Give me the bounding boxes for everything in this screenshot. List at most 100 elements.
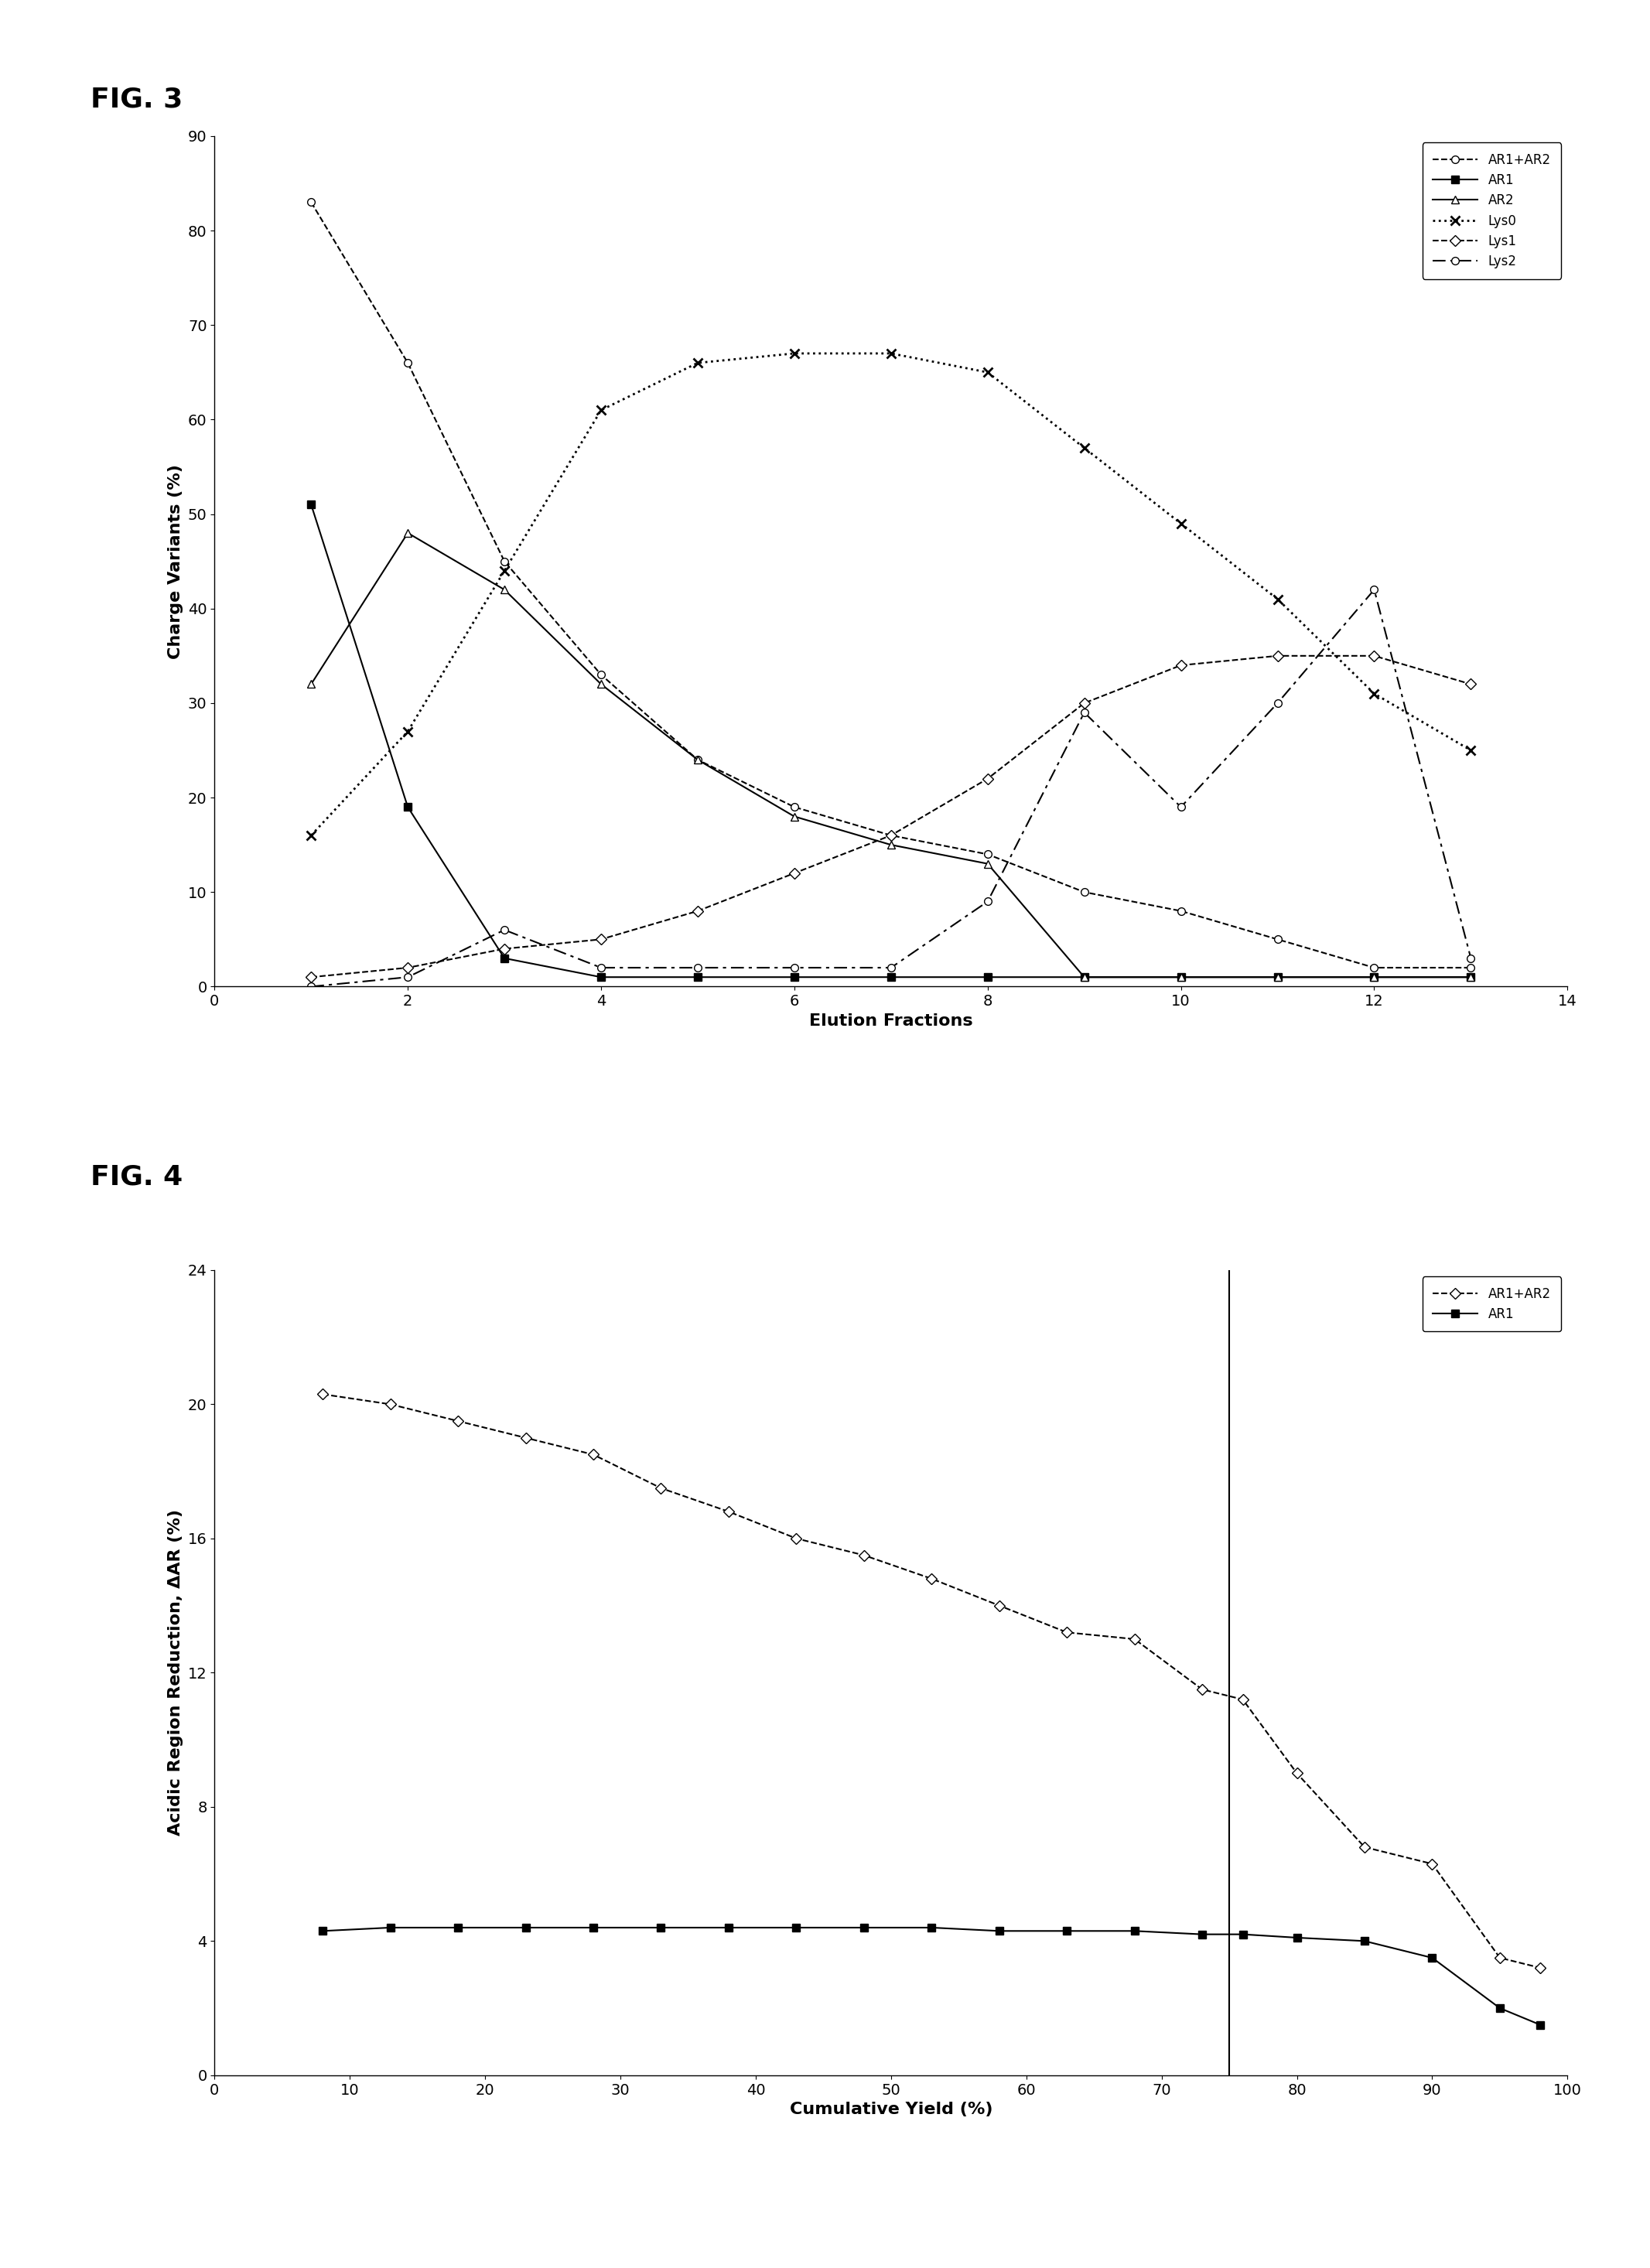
AR1+AR2 — [1233, 1685, 1252, 1712]
AR1 — [1355, 1928, 1374, 1955]
Lys1 — [784, 860, 804, 887]
AR1 — [313, 1916, 333, 1944]
Lys0 — [1074, 435, 1094, 463]
Lys0 — [1365, 680, 1384, 708]
AR1+AR2 — [881, 821, 901, 848]
AR1+AR2 — [990, 1592, 1010, 1619]
Line: AR1+AR2: AR1+AR2 — [318, 1390, 1544, 1971]
Lys2 — [784, 955, 804, 982]
AR1 — [855, 1914, 874, 1941]
Text: FIG. 4: FIG. 4 — [91, 1163, 183, 1191]
AR1+AR2 — [1125, 1626, 1145, 1653]
AR2 — [591, 671, 610, 699]
AR2 — [688, 746, 708, 773]
AR2 — [784, 803, 804, 830]
AR1+AR2 — [652, 1474, 672, 1501]
Lys2 — [302, 973, 322, 1000]
Y-axis label: Acidic Region Reduction, ΔAR (%): Acidic Region Reduction, ΔAR (%) — [168, 1510, 183, 1835]
AR1+AR2 — [516, 1424, 536, 1452]
Lys0 — [784, 340, 804, 367]
AR1 — [922, 1914, 942, 1941]
Lys1 — [591, 925, 610, 953]
AR1 — [516, 1914, 536, 1941]
X-axis label: Elution Fractions: Elution Fractions — [808, 1014, 974, 1030]
Lys2 — [591, 955, 610, 982]
AR1+AR2 — [591, 662, 610, 689]
AR1 — [449, 1914, 469, 1941]
AR1 — [1193, 1921, 1213, 1948]
AR1+AR2 — [1531, 1955, 1551, 1982]
Line: Lys0: Lys0 — [307, 349, 1475, 839]
X-axis label: Cumulative Yield (%): Cumulative Yield (%) — [789, 2102, 993, 2118]
AR1+AR2 — [398, 349, 417, 376]
Lys0 — [1171, 510, 1191, 538]
AR1 — [1365, 964, 1384, 991]
Lys2 — [978, 887, 998, 914]
Lys0 — [495, 558, 515, 585]
Lys1 — [1171, 651, 1191, 678]
AR1+AR2 — [787, 1524, 807, 1551]
Lys0 — [1460, 737, 1480, 764]
AR1+AR2 — [784, 794, 804, 821]
Lys0 — [398, 717, 417, 744]
AR1 — [591, 964, 610, 991]
AR1 — [652, 1914, 672, 1941]
AR1+AR2 — [855, 1542, 874, 1569]
AR1+AR2 — [688, 746, 708, 773]
Lys2 — [495, 916, 515, 943]
AR1+AR2 — [1355, 1833, 1374, 1860]
Lys1 — [398, 955, 417, 982]
AR1 — [1125, 1916, 1145, 1944]
AR1 — [1531, 2012, 1551, 2039]
Lys0 — [881, 340, 901, 367]
Line: Lys2: Lys2 — [307, 585, 1475, 991]
Lys2 — [1171, 794, 1191, 821]
AR2 — [1365, 964, 1384, 991]
AR2 — [1267, 964, 1287, 991]
AR1+AR2 — [1365, 955, 1384, 982]
Lys0 — [1267, 585, 1287, 612]
Lys0 — [591, 397, 610, 424]
AR2 — [495, 576, 515, 603]
AR1 — [990, 1916, 1010, 1944]
Line: AR1: AR1 — [307, 501, 1475, 980]
AR1 — [688, 964, 708, 991]
AR1+AR2 — [978, 841, 998, 869]
AR1+AR2 — [1058, 1619, 1077, 1647]
AR2 — [1460, 964, 1480, 991]
AR1 — [495, 943, 515, 971]
AR1+AR2 — [1287, 1760, 1307, 1787]
AR1+AR2 — [1193, 1676, 1213, 1703]
AR1 — [584, 1914, 604, 1941]
AR2 — [302, 671, 322, 699]
AR1+AR2 — [1267, 925, 1287, 953]
AR2 — [1074, 964, 1094, 991]
AR1 — [302, 490, 322, 517]
AR1 — [787, 1914, 807, 1941]
Line: Lys1: Lys1 — [307, 653, 1475, 980]
AR2 — [1171, 964, 1191, 991]
AR2 — [978, 850, 998, 878]
AR1 — [1058, 1916, 1077, 1944]
AR1 — [784, 964, 804, 991]
Lys1 — [1365, 642, 1384, 669]
AR1 — [1490, 1994, 1510, 2021]
AR2 — [881, 832, 901, 860]
AR1 — [1460, 964, 1480, 991]
Lys1 — [302, 964, 322, 991]
Y-axis label: Charge Variants (%): Charge Variants (%) — [168, 465, 183, 658]
AR1 — [398, 794, 417, 821]
Legend: AR1+AR2, AR1, AR2, Lys0, Lys1, Lys2: AR1+AR2, AR1, AR2, Lys0, Lys1, Lys2 — [1422, 143, 1561, 279]
AR1 — [381, 1914, 401, 1941]
AR1 — [1267, 964, 1287, 991]
Line: AR2: AR2 — [307, 528, 1475, 980]
AR1 — [1287, 1923, 1307, 1950]
Line: AR1: AR1 — [318, 1923, 1544, 2028]
Lys1 — [688, 898, 708, 925]
AR1+AR2 — [449, 1408, 469, 1436]
AR1+AR2 — [1171, 898, 1191, 925]
AR1 — [719, 1914, 739, 1941]
Lys2 — [398, 964, 417, 991]
AR1+AR2 — [302, 188, 322, 215]
AR1+AR2 — [922, 1565, 942, 1592]
